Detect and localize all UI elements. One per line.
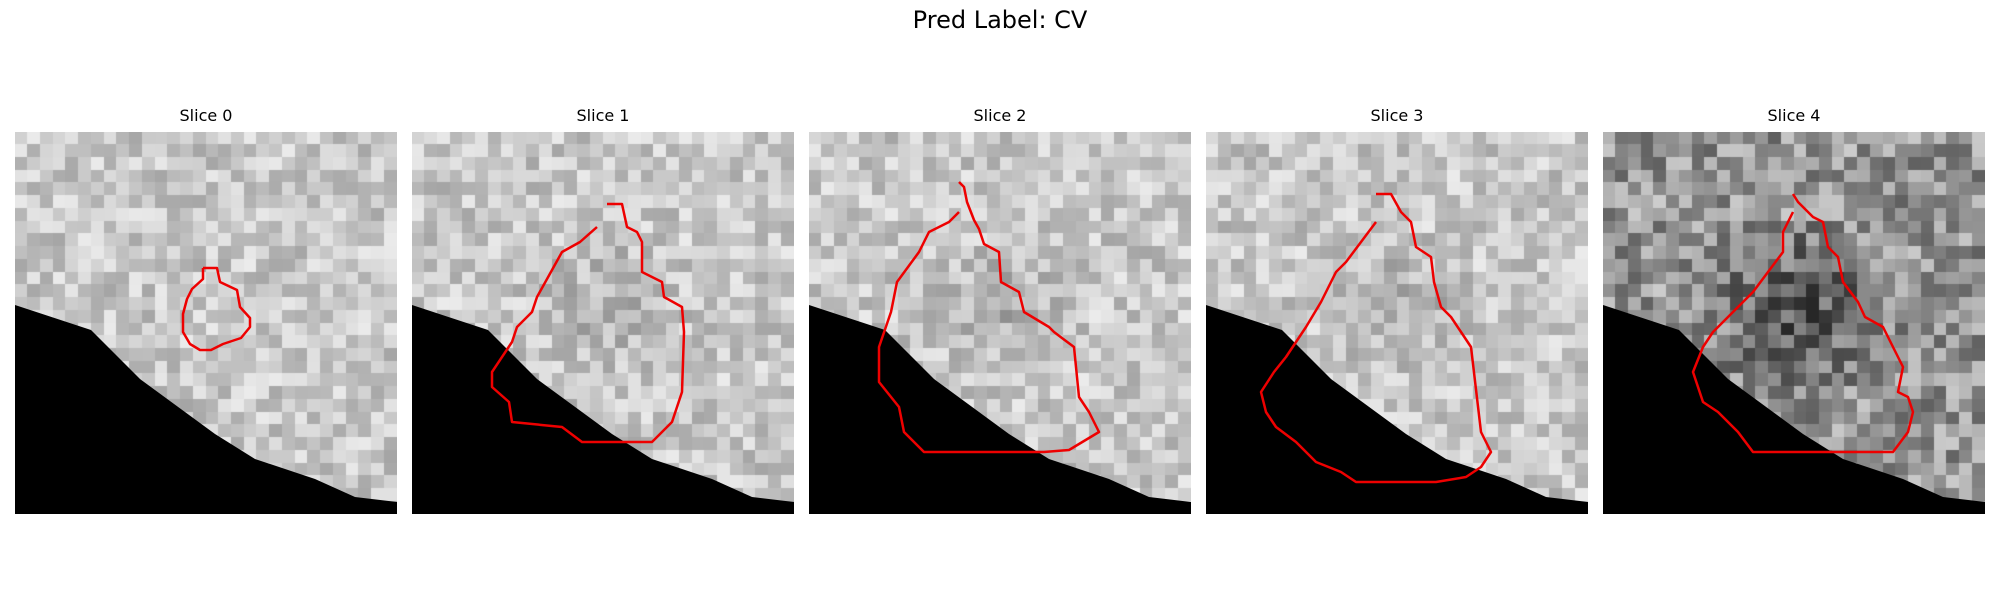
slice-panel-1: Slice 1 <box>412 105 794 514</box>
slice-overlay-3 <box>1206 192 1588 514</box>
mask-region-2 <box>809 305 1191 514</box>
slice-overlay-1 <box>412 202 794 514</box>
slice-title-2: Slice 2 <box>973 106 1027 125</box>
slice-panel-0: Slice 0 <box>15 105 397 514</box>
slice-image-3 <box>1206 132 1588 514</box>
slice-title-3: Slice 3 <box>1370 106 1424 125</box>
slice-panel-2: Slice 2 <box>809 105 1191 514</box>
segmentation-contour-0 <box>181 266 252 352</box>
slice-overlay-0 <box>15 266 397 514</box>
slice-image-2 <box>809 132 1191 514</box>
slice-panel-4: Slice 4 <box>1603 105 1985 514</box>
slice-overlay-4 <box>1603 193 1985 514</box>
mask-region-4 <box>1603 305 1985 514</box>
mask-region-0 <box>15 305 397 514</box>
segmentation-contour-1 <box>490 202 686 444</box>
slice-image-4 <box>1603 132 1985 514</box>
slice-image-1 <box>412 132 794 514</box>
slice-overlay-2 <box>809 181 1191 514</box>
slice-image-0 <box>15 132 397 514</box>
segmentation-contour-2 <box>877 181 1101 454</box>
segmentation-contour-4 <box>1691 193 1915 454</box>
slice-title-4: Slice 4 <box>1767 106 1821 125</box>
mask-region-3 <box>1206 305 1588 514</box>
figure-title: Pred Label: CV <box>912 6 1088 34</box>
slice-title-1: Slice 1 <box>576 106 630 125</box>
segmentation-contour-3 <box>1259 192 1493 484</box>
slice-panel-3: Slice 3 <box>1206 105 1588 514</box>
slice-title-0: Slice 0 <box>179 106 233 125</box>
mask-region-1 <box>412 305 794 514</box>
